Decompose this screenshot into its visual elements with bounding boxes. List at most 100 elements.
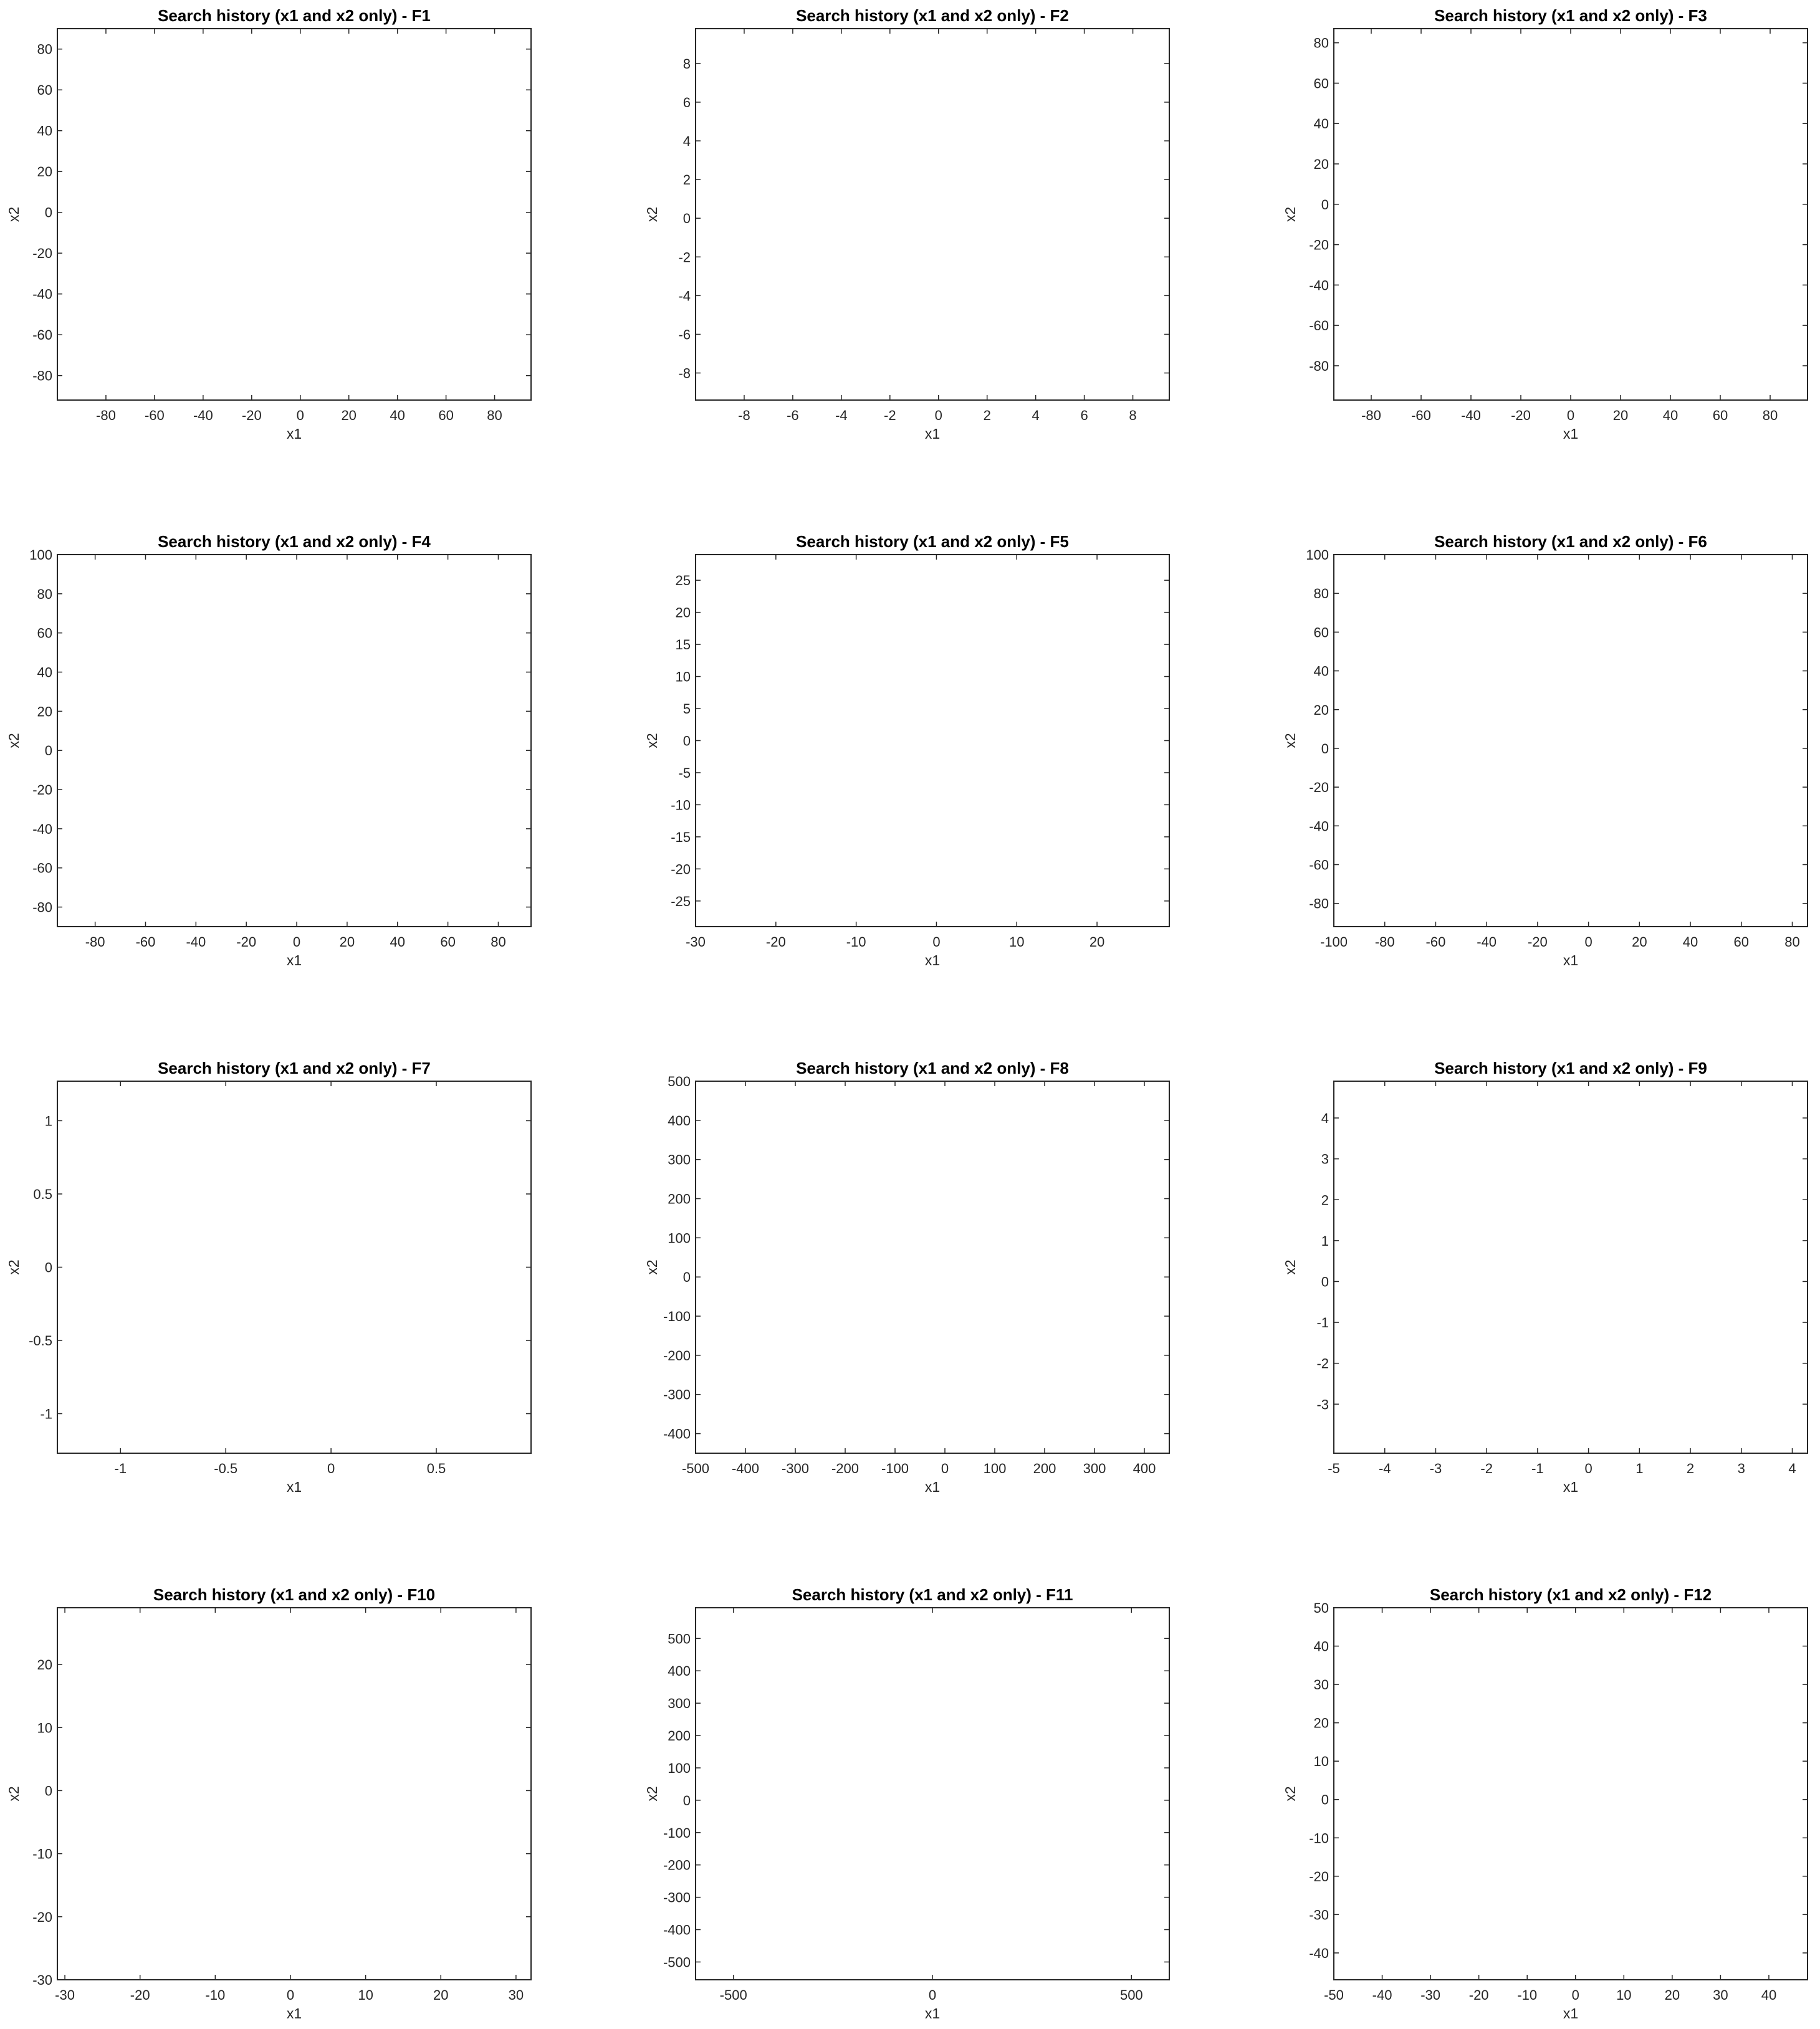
x-tick-label: -4 — [835, 408, 848, 423]
plot-title: Search history (x1 and x2 only) - F1 — [158, 6, 431, 25]
x-tick-label: -10 — [846, 934, 866, 950]
y-tick-label: -10 — [671, 797, 691, 813]
x-tick-label: 20 — [341, 408, 356, 423]
y-tick-label: -20 — [1309, 237, 1329, 253]
x-tick-label: 60 — [1713, 408, 1728, 423]
y-tick-label: 60 — [1314, 75, 1329, 91]
y-axis-label: x2 — [644, 207, 660, 222]
x-tick-label: 0 — [297, 408, 304, 423]
x-tick-label: 20 — [1613, 408, 1628, 423]
y-tick-label: -40 — [32, 287, 52, 302]
x-tick-label: 6 — [1080, 408, 1088, 423]
x-tick-label: 40 — [390, 408, 405, 423]
x-axis-label: x1 — [925, 426, 940, 442]
x-tick-label: 8 — [1129, 408, 1136, 423]
x-tick-label: 80 — [487, 408, 502, 423]
y-tick-label: -60 — [32, 861, 52, 876]
x-tick-label: -20 — [236, 934, 256, 950]
x-tick-label: -30 — [686, 934, 706, 950]
x-axis-label: x1 — [1563, 426, 1578, 442]
y-tick-label: 80 — [1314, 36, 1329, 51]
subplot-4: -80 -60 -40 -20 0 20 40 60 80-80-60-40-200204060… — [6, 532, 532, 968]
y-tick-label: 20 — [676, 605, 691, 621]
y-tick-label: 10 — [676, 669, 691, 685]
y-tick-label: -40 — [32, 821, 52, 837]
x-tick-label: -20 — [242, 408, 262, 423]
y-tick-label: 15 — [676, 637, 691, 652]
y-tick-label: 8 — [683, 56, 691, 72]
y-tick-label: 80 — [37, 42, 52, 57]
y-tick-label: 2 — [683, 172, 691, 188]
x-tick-label: 0 — [1567, 408, 1574, 423]
x-tick-label: -20 — [1511, 408, 1531, 423]
x-tick-label: 40 — [1663, 408, 1678, 423]
y-tick-label: 5 — [683, 701, 691, 717]
axes-frame — [695, 554, 1170, 927]
y-tick-label: 0 — [45, 743, 52, 758]
x-tick-label: -60 — [136, 934, 156, 950]
x-tick-label: 80 — [491, 934, 505, 950]
y-tick-label: 25 — [676, 573, 691, 588]
x-tick-label: 0 — [293, 934, 300, 950]
x-tick-label: -8 — [738, 408, 750, 423]
y-tick-label: 0 — [45, 205, 52, 221]
x-tick-label: -80 — [1361, 408, 1381, 423]
x-tick-label: -80 — [96, 408, 116, 423]
x-tick-label: 2 — [984, 408, 991, 423]
y-tick-label: -60 — [32, 327, 52, 343]
y-tick-label: -8 — [678, 366, 691, 381]
y-tick-label: 40 — [37, 123, 52, 139]
y-tick-label: -4 — [678, 288, 691, 303]
plot-title: Search history (x1 and x2 only) - F5 — [796, 532, 1069, 551]
plot-title: Search history (x1 and x2 only) - F3 — [1434, 6, 1707, 25]
x-tick-label: -80 — [85, 934, 105, 950]
x-tick-label: -2 — [884, 408, 896, 423]
x-tick-label: 20 — [1090, 934, 1104, 950]
plot-title: Search history (x1 and x2 only) - F4 — [158, 532, 431, 551]
y-axis-label: x2 — [644, 733, 660, 748]
y-tick-label: -20 — [32, 782, 52, 798]
y-tick-label: 80 — [37, 586, 52, 602]
x-tick-label: 0 — [932, 934, 940, 950]
y-tick-label: -40 — [1309, 277, 1329, 293]
y-axis-label: x2 — [1282, 207, 1298, 222]
y-tick-label: -60 — [1309, 318, 1329, 333]
y-tick-label: 20 — [37, 704, 52, 719]
y-tick-label: -80 — [32, 900, 52, 915]
y-tick-label: 0 — [683, 211, 691, 226]
y-tick-label: -20 — [32, 246, 52, 261]
subplot-1: -80 -60 -40 -20 0 20 40 60 80-80-60-40-200204060… — [6, 6, 532, 442]
x-tick-label: -60 — [145, 408, 165, 423]
y-tick-label: -5 — [678, 765, 691, 781]
x-tick-label: 10 — [1009, 934, 1024, 950]
axes-frame — [57, 554, 532, 927]
x-tick-label: 80 — [1763, 408, 1778, 423]
axes-frame — [57, 28, 532, 401]
subplot-6: -100 -80 -60 -40 -20 0 20 40 60 80-80-60-40-20020… — [1282, 532, 1808, 968]
x-axis-label: x1 — [287, 426, 302, 442]
y-tick-label: -2 — [678, 249, 691, 265]
plot-title: Search history (x1 and x2 only) - F2 — [796, 6, 1069, 25]
y-tick-label: -6 — [678, 327, 691, 342]
y-tick-label: 60 — [37, 626, 52, 641]
y-tick-label: 20 — [37, 164, 52, 179]
y-tick-label: 100 — [29, 547, 52, 563]
axes-frame — [695, 28, 1170, 401]
x-tick-label: 60 — [440, 934, 455, 950]
y-tick-label: -25 — [671, 894, 691, 909]
x-tick-label: 0 — [935, 408, 942, 423]
x-tick-label: -40 — [1461, 408, 1481, 423]
y-tick-label: -80 — [1309, 358, 1329, 374]
x-axis-label: x1 — [925, 952, 940, 968]
y-tick-label: 0 — [1321, 197, 1329, 212]
x-tick-label: 60 — [438, 408, 453, 423]
y-tick-label: 0 — [683, 733, 691, 749]
axes-frame — [1333, 28, 1808, 401]
subplot-3: -80 -60 -40 -20 0 20 40 60 80-80-60-40-200204060… — [1282, 6, 1808, 442]
x-tick-label: -40 — [186, 934, 206, 950]
x-tick-label: -20 — [766, 934, 786, 950]
y-tick-label: 40 — [37, 665, 52, 680]
y-axis-label: x2 — [6, 733, 22, 748]
